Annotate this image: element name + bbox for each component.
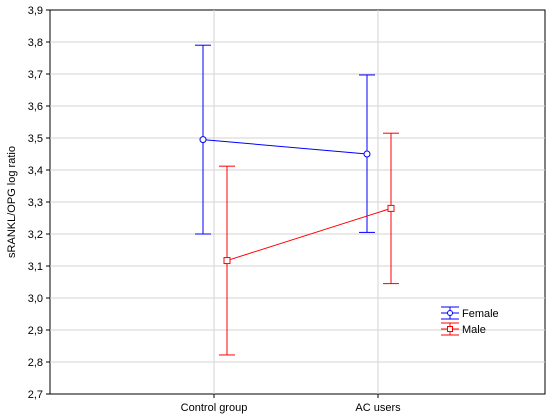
legend-entry-male: Male	[441, 322, 486, 336]
y-tick-label: 3,1	[28, 261, 43, 273]
y-tick-label: 3,6	[28, 101, 43, 113]
y-tick-label: 3,8	[28, 37, 43, 49]
x-tick-label: AC users	[355, 402, 401, 414]
y-tick-label: 3,3	[28, 197, 43, 209]
grid-layer	[50, 10, 545, 394]
y-tick-label: 2,9	[28, 325, 43, 337]
legend-entry-female: Female	[441, 306, 499, 320]
x-tick-label: Control group	[181, 402, 248, 414]
y-tick-label: 3,0	[28, 293, 43, 305]
legend-marker	[447, 310, 453, 316]
y-axis-title: sRANKL/OPG log ratio	[6, 146, 18, 258]
y-tick-label: 3,9	[28, 5, 43, 17]
legend: Female Male	[441, 306, 499, 336]
series-line	[202, 139, 368, 155]
x-axis: Control group AC users	[181, 394, 401, 414]
data-point	[223, 257, 231, 265]
series-layer	[195, 44, 399, 356]
y-tick-label: 3,2	[28, 229, 43, 241]
y-tick-label: 3,4	[28, 165, 43, 177]
y-tick-label: 2,7	[28, 389, 43, 401]
legend-marker	[447, 326, 453, 332]
series-female	[195, 44, 375, 235]
data-point	[363, 150, 371, 158]
y-tick-label: 3,5	[28, 133, 43, 145]
series-line	[226, 207, 392, 262]
legend-label: Female	[462, 308, 499, 320]
y-tick-label: 3,7	[28, 69, 43, 81]
data-point	[387, 204, 395, 212]
y-axis: 2,7 2,8 2,9 3,0 3,1 3,2 3,3 3,4 3,5 3,6 3,7 3,8 3,9	[28, 5, 50, 401]
legend-label: Male	[462, 324, 486, 336]
y-tick-label: 2,8	[28, 357, 43, 369]
data-point	[199, 136, 207, 144]
series-male	[219, 132, 399, 356]
